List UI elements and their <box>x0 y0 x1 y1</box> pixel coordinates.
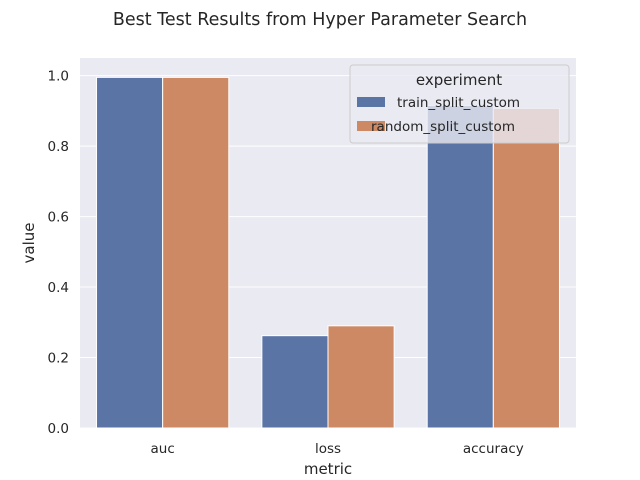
legend-title: experiment <box>416 71 502 89</box>
x-tick-label-accuracy: accuracy <box>463 441 524 457</box>
x-axis-label: metric <box>304 460 352 478</box>
legend: experiment train_split_custom random_spl… <box>349 64 570 144</box>
y-tick-label: 0.4 <box>48 280 69 296</box>
bar-accuracy-train-split-custom <box>426 105 494 429</box>
legend-label-random-split-custom: random_split_custom <box>371 119 515 135</box>
y-tick-label: 1.0 <box>48 69 69 85</box>
bar-accuracy-random-split-custom <box>492 107 560 429</box>
legend-label-train-split-custom: train_split_custom <box>397 95 520 111</box>
bars <box>96 76 560 429</box>
x-tick-label-loss: loss <box>315 441 341 457</box>
y-tick-label: 0.0 <box>48 421 69 437</box>
tick-labels: 0.0 0.2 0.4 0.6 0.8 1.0 auc loss accuracy <box>48 69 524 457</box>
y-axis-label: value <box>20 223 38 264</box>
bar-auc-random-split-custom <box>162 76 230 429</box>
bar-loss-random-split-custom <box>327 325 395 429</box>
y-tick-label: 0.6 <box>48 210 69 226</box>
x-tick-label-auc: auc <box>151 441 175 457</box>
bar-loss-train-split-custom <box>261 335 329 429</box>
legend-swatch-train-split-custom <box>357 97 385 107</box>
y-tick-label: 0.8 <box>48 139 69 155</box>
chart-title: Best Test Results from Hyper Parameter S… <box>113 10 527 30</box>
legend-box <box>349 64 570 144</box>
legend-swatch-random-split-custom <box>357 121 385 131</box>
bar-auc-train-split-custom <box>96 76 164 429</box>
y-tick-label: 0.2 <box>48 351 69 367</box>
